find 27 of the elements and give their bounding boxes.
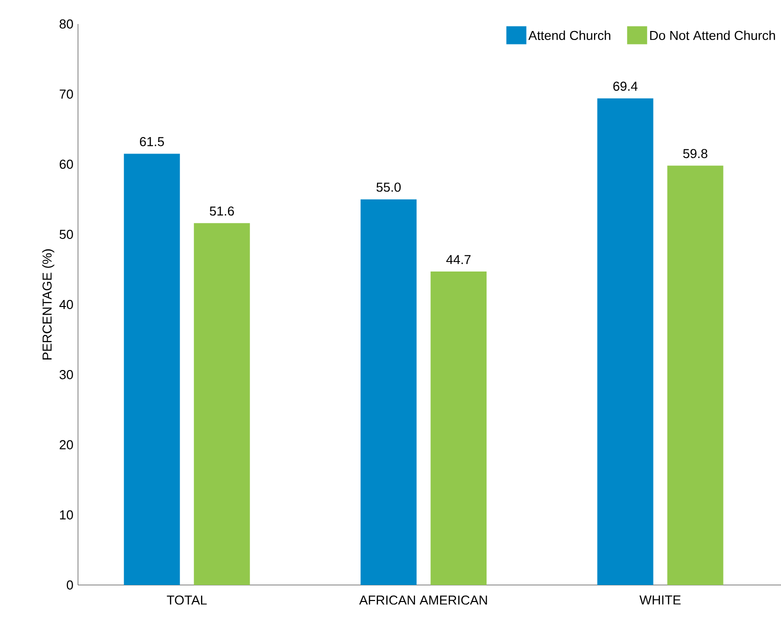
x-tick-label: WHITE xyxy=(639,596,681,604)
data-label: 59.8 xyxy=(683,148,708,158)
bar xyxy=(124,154,180,585)
y-tick-label: 70 xyxy=(60,90,73,99)
x-tick-label: AFRICAN AMERICAN xyxy=(359,596,487,605)
y-tick-label: 0 xyxy=(66,580,73,590)
y-tick-label: 30 xyxy=(60,370,73,380)
bar xyxy=(667,166,724,585)
y-axis-title: PERCENTAGE (%) xyxy=(42,249,54,360)
data-label: 55.0 xyxy=(376,182,401,192)
y-tick-label: 60 xyxy=(60,160,73,169)
y-tick-label: 10 xyxy=(60,510,73,520)
data-label: 51.6 xyxy=(210,206,234,216)
data-label: 69.4 xyxy=(613,82,638,91)
legend-label: Do Not Attend Church xyxy=(650,30,775,40)
y-tick-label: 20 xyxy=(60,440,73,450)
bar xyxy=(597,98,654,585)
y-tick-label: 40 xyxy=(59,300,73,310)
bar xyxy=(430,272,487,585)
legend-label: Attend Church xyxy=(528,30,610,40)
y-tick-label: 50 xyxy=(60,230,73,239)
data-label: 44.7 xyxy=(446,255,471,264)
bar xyxy=(360,199,417,585)
data-label: 61.5 xyxy=(140,137,164,146)
x-tick-label: TOTAL xyxy=(166,596,207,605)
y-tick-label: 80 xyxy=(60,19,73,29)
bar xyxy=(194,223,250,585)
